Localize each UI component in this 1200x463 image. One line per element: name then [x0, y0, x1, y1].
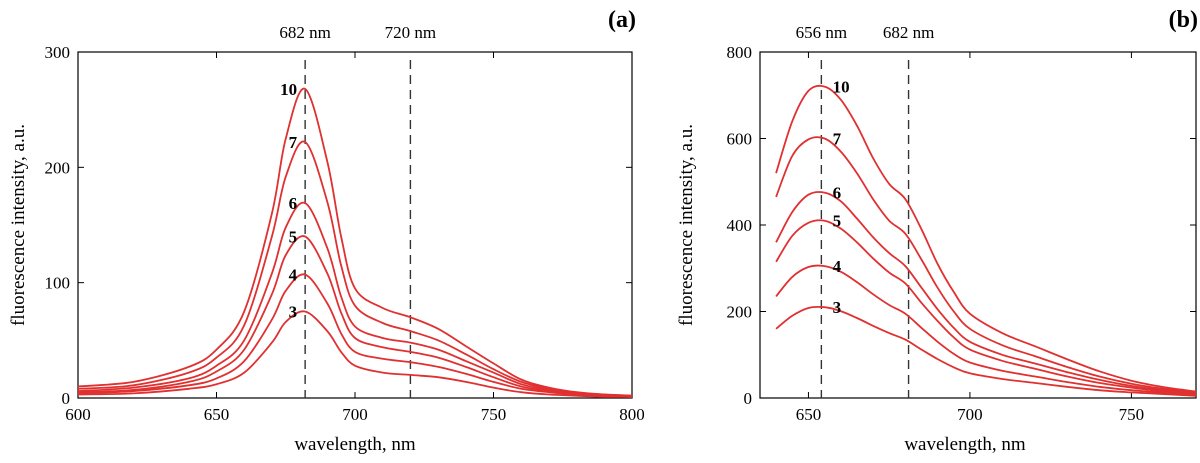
y-tick-label: 200 [45, 158, 71, 177]
x-tick-label: 750 [1119, 405, 1145, 424]
series-label-10: 10 [280, 80, 297, 99]
series-label-3: 3 [289, 303, 298, 322]
series-line-10 [775, 84, 1197, 393]
x-tick-label: 700 [342, 405, 368, 424]
series-line-6 [77, 201, 633, 398]
peak-marker-label: 720 nm [385, 23, 436, 42]
x-tick-label: 600 [65, 405, 91, 424]
series-line-3 [77, 310, 633, 398]
series-line-5 [775, 219, 1197, 395]
peak-marker-label: 656 nm [796, 23, 847, 42]
series-label-3: 3 [833, 298, 842, 317]
y-axis-title-b: fluorescence intensity, a.u. [676, 124, 697, 326]
panel-label-a: (a) [608, 7, 636, 33]
series-line-6 [775, 191, 1197, 395]
y-tick-label: 200 [727, 303, 753, 322]
series-label-6: 6 [289, 194, 298, 213]
peak-marker-label: 682 nm [279, 23, 330, 42]
y-tick-label: 300 [45, 43, 71, 62]
y-tick-label: 600 [727, 130, 753, 149]
series-label-5: 5 [289, 228, 298, 247]
series-line-4 [77, 273, 633, 398]
series-label-7: 7 [833, 130, 842, 149]
series-line-10 [77, 87, 633, 397]
x-tick-label: 700 [957, 405, 983, 424]
y-tick-label: 100 [45, 274, 71, 293]
x-tick-label: 800 [619, 405, 645, 424]
series-line-4 [775, 264, 1197, 396]
y-tick-label: 0 [744, 389, 753, 408]
series-label-10: 10 [833, 78, 850, 97]
x-axis-title-b: wavelength, nm [904, 434, 1026, 455]
series-label-6: 6 [833, 184, 842, 203]
y-tick-label: 0 [62, 389, 71, 408]
y-tick-label: 800 [727, 43, 753, 62]
x-tick-label: 650 [796, 405, 822, 424]
chart-panel-b: (b) wavelength, nm fluorescence intensit… [676, 7, 1198, 455]
x-tick-label: 750 [481, 405, 507, 424]
series-line-3 [775, 305, 1197, 397]
chart-panel-a: (a) wavelength, nm fluorescence intensit… [8, 7, 645, 455]
series-line-7 [775, 136, 1197, 394]
series-line-5 [77, 235, 633, 398]
series-label-5: 5 [833, 212, 842, 231]
series-label-7: 7 [289, 133, 298, 152]
x-tick-label: 650 [204, 405, 230, 424]
series-line-7 [77, 140, 633, 397]
peak-marker-label: 682 nm [883, 23, 934, 42]
y-tick-label: 400 [727, 216, 753, 235]
plot-frame [77, 51, 633, 399]
series-label-4: 4 [289, 266, 298, 285]
series-label-4: 4 [833, 257, 842, 276]
x-axis-title-a: wavelength, nm [294, 434, 416, 455]
panel-label-b: (b) [1169, 7, 1198, 33]
y-axis-title-a: fluorescence intensity, a.u. [8, 124, 29, 326]
